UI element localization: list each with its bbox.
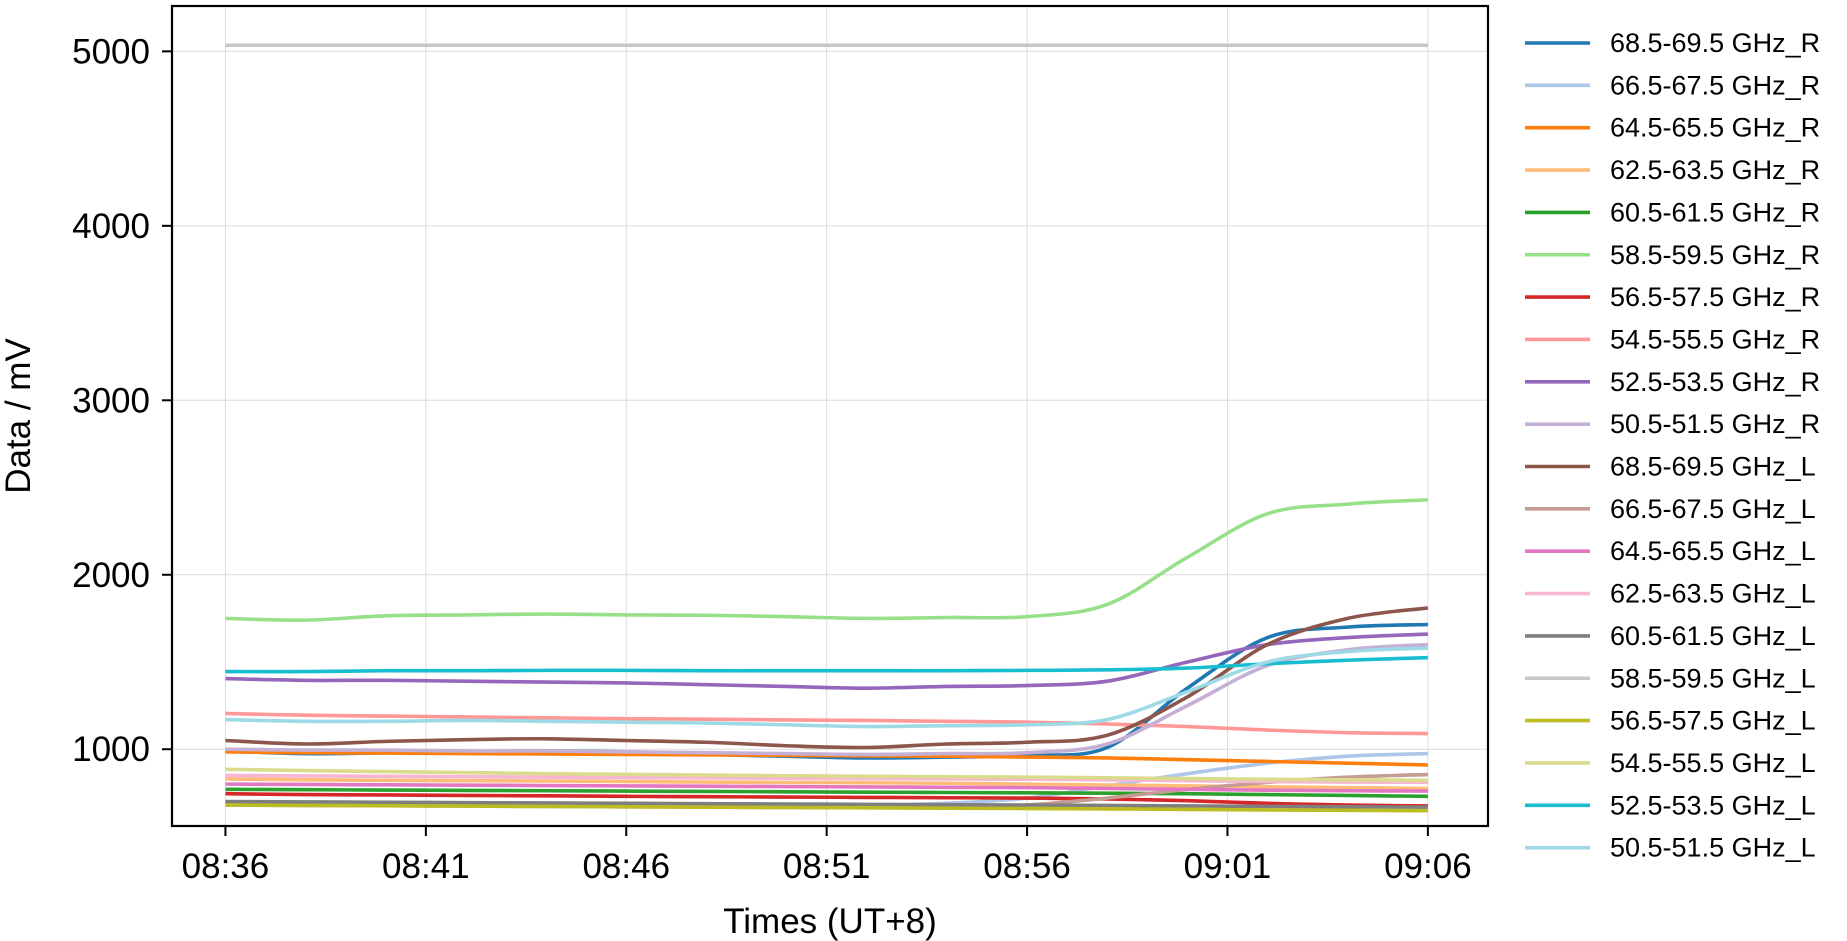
x-tick-label: 08:51	[783, 847, 871, 886]
series-line-12	[225, 782, 1428, 793]
legend-item: 68.5-69.5 GHz_R	[1525, 28, 1820, 58]
x-tick-label: 08:41	[382, 847, 470, 886]
legend-label: 54.5-55.5 GHz_L	[1610, 748, 1816, 778]
legend-item: 50.5-51.5 GHz_L	[1525, 833, 1816, 863]
legend-label: 66.5-67.5 GHz_L	[1610, 494, 1816, 524]
x-tick-label: 09:06	[1384, 847, 1472, 886]
legend-label: 66.5-67.5 GHz_R	[1610, 70, 1820, 100]
legend-item: 62.5-63.5 GHz_R	[1525, 155, 1820, 185]
legend-item: 56.5-57.5 GHz_R	[1525, 282, 1820, 312]
legend-item: 64.5-65.5 GHz_L	[1525, 536, 1816, 566]
series-line-10	[225, 606, 1429, 750]
legend-item: 60.5-61.5 GHz_L	[1525, 621, 1816, 651]
legend: 68.5-69.5 GHz_R 66.5-67.5 GHz_R 64.5-65.5 …	[1525, 28, 1820, 863]
legend-label: 54.5-55.5 GHz_R	[1610, 324, 1820, 354]
y-tick-label: 3000	[72, 381, 150, 420]
legend-item: 52.5-53.5 GHz_L	[1525, 790, 1816, 820]
series-line-16	[225, 803, 1428, 813]
y-axis-title: Data / mV	[0, 338, 38, 494]
x-axis-title: Times (UT+8)	[723, 902, 937, 941]
legend-item: 50.5-51.5 GHz_R	[1525, 409, 1820, 439]
legend-label: 60.5-61.5 GHz_R	[1610, 197, 1820, 227]
legend-item: 60.5-61.5 GHz_R	[1525, 197, 1820, 227]
legend-item: 56.5-57.5 GHz_L	[1525, 706, 1816, 736]
series-line-17	[225, 767, 1428, 783]
legend-item: 54.5-55.5 GHz_L	[1525, 748, 1816, 778]
grid	[172, 6, 1488, 826]
x-tick-label: 09:01	[1184, 847, 1272, 886]
x-tick-label: 08:36	[182, 847, 270, 886]
legend-item: 66.5-67.5 GHz_L	[1525, 494, 1816, 524]
y-tick-label: 2000	[72, 556, 150, 595]
legend-item: 58.5-59.5 GHz_R	[1525, 240, 1820, 270]
series-line-13	[225, 773, 1428, 785]
legend-label: 68.5-69.5 GHz_L	[1610, 452, 1816, 482]
x-tick-label: 08:46	[582, 847, 670, 886]
x-tick-label: 08:56	[983, 847, 1071, 886]
series-line-8	[225, 632, 1428, 690]
series-line-18	[225, 655, 1428, 674]
y-tick-label: 4000	[72, 207, 150, 246]
legend-item: 66.5-67.5 GHz_R	[1525, 70, 1820, 100]
series-line-4	[225, 787, 1428, 799]
legend-label: 68.5-69.5 GHz_R	[1610, 28, 1820, 58]
series-line-7	[225, 711, 1428, 736]
legend-label: 52.5-53.5 GHz_R	[1610, 367, 1820, 397]
legend-item: 52.5-53.5 GHz_R	[1525, 367, 1820, 397]
y-tick-label: 1000	[72, 730, 150, 769]
legend-item: 58.5-59.5 GHz_L	[1525, 663, 1816, 693]
legend-label: 52.5-53.5 GHz_L	[1610, 790, 1816, 820]
legend-label: 62.5-63.5 GHz_R	[1610, 155, 1820, 185]
series-lines	[225, 43, 1429, 813]
axes-frame	[170, 4, 1490, 828]
legend-label: 56.5-57.5 GHz_R	[1610, 282, 1820, 312]
legend-item: 62.5-63.5 GHz_L	[1525, 579, 1816, 609]
legend-label: 50.5-51.5 GHz_L	[1610, 833, 1816, 863]
series-line-6	[225, 791, 1428, 808]
legend-label: 64.5-65.5 GHz_L	[1610, 536, 1816, 566]
legend-label: 58.5-59.5 GHz_R	[1610, 240, 1820, 270]
series-line-9	[225, 642, 1428, 757]
legend-label: 60.5-61.5 GHz_L	[1610, 621, 1816, 651]
legend-label: 56.5-57.5 GHz_L	[1610, 706, 1816, 736]
legend-item: 54.5-55.5 GHz_R	[1525, 324, 1820, 354]
legend-label: 58.5-59.5 GHz_L	[1610, 663, 1816, 693]
legend-label: 50.5-51.5 GHz_R	[1610, 409, 1820, 439]
legend-label: 64.5-65.5 GHz_R	[1610, 113, 1820, 143]
legend-label: 62.5-63.5 GHz_L	[1610, 579, 1816, 609]
series-line-5	[225, 497, 1428, 622]
ticks: 08:36 08:41 08:46 08:51 08:56 09:01 09:06 1000 2…	[72, 32, 1472, 886]
legend-item: 64.5-65.5 GHz_R	[1525, 113, 1820, 143]
y-tick-label: 5000	[72, 32, 150, 71]
series-line-19	[225, 646, 1428, 729]
legend-item: 68.5-69.5 GHz_L	[1525, 452, 1816, 482]
series-line-14	[225, 799, 1428, 809]
